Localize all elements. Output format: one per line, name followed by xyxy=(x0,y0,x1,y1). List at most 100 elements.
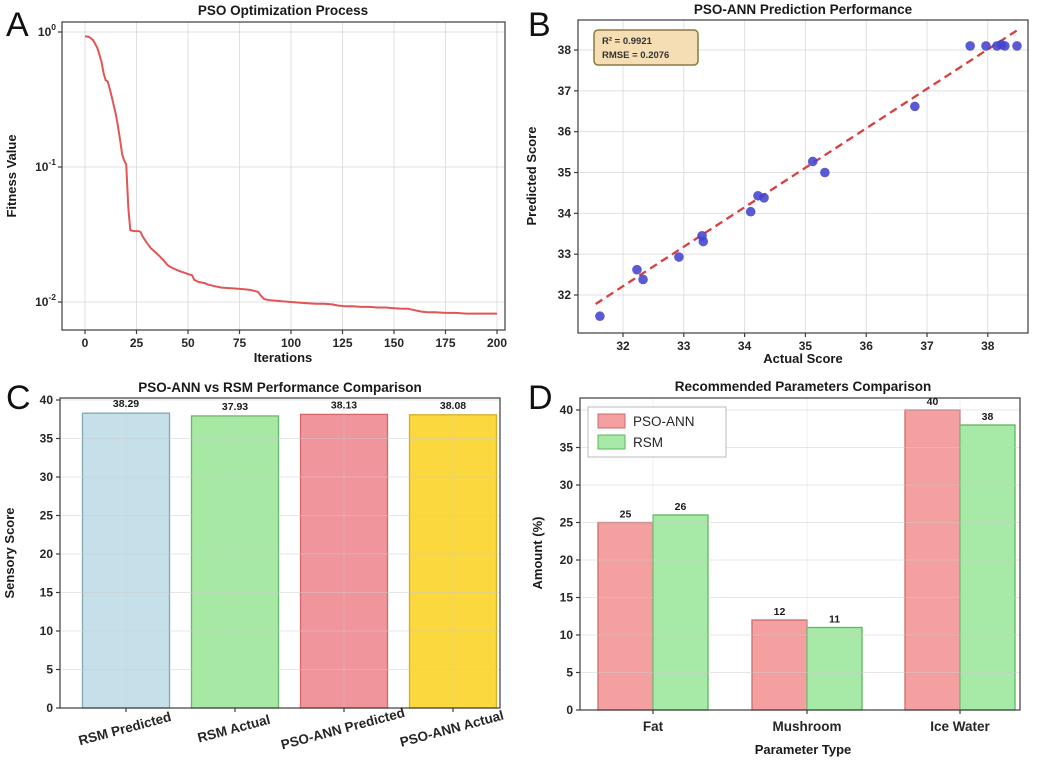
y-tick-label: 0 xyxy=(566,703,573,717)
bar-value-label: 38.08 xyxy=(440,400,466,412)
scatter-point xyxy=(807,156,818,167)
x-tick-label: 200 xyxy=(487,336,507,350)
legend-patch-rsm xyxy=(597,434,626,450)
annotation-background xyxy=(593,29,699,66)
x-axis-label-a: Iterations xyxy=(254,350,313,365)
scatter-point xyxy=(595,311,605,322)
y-axis-label-a: Fitness Value xyxy=(4,134,19,217)
plot-border xyxy=(59,397,501,709)
scatter-point xyxy=(820,167,830,178)
y-tick-label: 25 xyxy=(560,516,574,530)
panel-letter-c: C xyxy=(6,379,31,417)
fitness-curve xyxy=(84,35,497,315)
y-tick-label: 15 xyxy=(560,591,574,605)
chart-title-b: PSO-ANN Prediction Performance xyxy=(694,2,913,17)
chart-title-d: Recommended Parameters Comparison xyxy=(675,379,932,394)
y-axis-label-b: Predicted Score xyxy=(524,127,539,226)
x-category-label: Ice Water xyxy=(930,719,990,734)
panel-parameters-comparison: 25 12 40 26 11 38 0 5 10 15 20 25 30 35 40 Fat Mushroom I… xyxy=(520,375,1041,767)
y-tick-label: 30 xyxy=(560,478,574,492)
y-tick-label: 40 xyxy=(40,393,54,407)
y-tick-label: 35 xyxy=(40,432,54,446)
rmse-value: RMSE = 0.2076 xyxy=(602,50,669,61)
x-tick-label: 38 xyxy=(981,339,995,353)
scatter-point xyxy=(1000,41,1010,51)
y-axis-label-d: Amount (%) xyxy=(530,517,545,590)
y-tick-label: 32 xyxy=(558,288,572,302)
x-axis-label-d: Parameter Type xyxy=(755,742,852,757)
y-tick-label: 5 xyxy=(566,666,573,680)
y-tick-label: 30 xyxy=(40,470,54,484)
x-tick-label: 36 xyxy=(860,339,874,353)
chart-title-a: PSO Optimization Process xyxy=(198,3,368,18)
x-tick-label: 125 xyxy=(332,336,352,350)
plot-border xyxy=(579,397,1021,711)
y-tick-label: 35 xyxy=(558,166,572,180)
y-tick-label: 10 xyxy=(560,628,574,642)
bar-value-label: 38.13 xyxy=(331,399,357,411)
plot-area-c: 38.29 37.93 38.13 38.08 0 5 10 15 20 25 30 35 40 RSM … xyxy=(40,393,506,752)
y-tick-label: 33 xyxy=(558,247,572,261)
r-squared-value: R² = 0.9921 xyxy=(602,36,653,47)
x-category-label: Mushroom xyxy=(773,719,842,734)
scatter-point xyxy=(698,236,709,247)
bar-value-label: 40 xyxy=(927,396,939,408)
x-tick-label: 33 xyxy=(677,339,691,353)
plot-border xyxy=(61,21,506,331)
x-category-label: RSM Actual xyxy=(196,712,272,746)
bar xyxy=(299,413,389,709)
pso-optimization-chart: 0 25 50 75 100 125 150 175 200 100 10-1 10-2 A PSO … xyxy=(4,3,507,365)
panel-performance-comparison: 38.29 37.93 38.13 38.08 0 5 10 15 20 25 30 35 40 RSM … xyxy=(0,375,520,767)
plot-area-b: 32 33 34 35 36 37 38 32 33 34 35 36 37 38 xyxy=(558,19,1029,353)
legend-label-pso-ann: PSO-ANN xyxy=(633,414,695,429)
bar-rsm xyxy=(959,424,1016,711)
y-tick-label: 36 xyxy=(558,125,572,139)
y-tick-label: 37 xyxy=(558,84,572,98)
y-tick-label: 5 xyxy=(46,663,53,677)
scatter-point xyxy=(1012,41,1022,51)
x-tick-label: 34 xyxy=(738,339,752,353)
x-tick-label: 32 xyxy=(616,339,630,353)
y-tick-label: 20 xyxy=(560,553,574,567)
scatter-point xyxy=(632,264,642,275)
bar-pso-ann xyxy=(751,619,808,711)
legend-label-rsm: RSM xyxy=(633,435,663,450)
bar-value-label: 12 xyxy=(774,606,786,618)
y-tick-label: 40 xyxy=(560,403,574,417)
y-tick-label: 10 xyxy=(40,624,54,638)
x-tick-label: 150 xyxy=(384,336,404,350)
panel-letter-d: D xyxy=(528,379,553,417)
y-tick-label: 25 xyxy=(40,509,54,523)
panel-pso-optimization: 0 25 50 75 100 125 150 175 200 100 10-1 10-2 A PSO … xyxy=(0,0,520,375)
bar-pso-ann xyxy=(597,521,654,711)
legend-patch-pso-ann xyxy=(597,413,626,429)
scatter-point xyxy=(759,193,769,203)
x-tick-label: 25 xyxy=(130,336,144,350)
fit-line xyxy=(595,28,1019,305)
x-category-label: RSM Predicted xyxy=(77,709,173,748)
x-tick-label: 175 xyxy=(435,336,455,350)
y-tick-label: 20 xyxy=(40,547,54,561)
x-tick-label: 35 xyxy=(799,339,813,353)
legend: PSO-ANN RSM xyxy=(587,406,727,458)
bar-rsm xyxy=(806,626,863,711)
y-tick-label: 10-1 xyxy=(35,157,56,174)
stats-annotation: R² = 0.9921 RMSE = 0.2076 xyxy=(593,29,699,66)
x-tick-label: 75 xyxy=(233,336,247,350)
x-tick-label: 50 xyxy=(181,336,195,350)
y-tick-label: 35 xyxy=(560,441,574,455)
scatter-point xyxy=(638,274,648,285)
scatter-point xyxy=(674,252,684,262)
bar-value-label: 38.29 xyxy=(113,398,139,410)
x-tick-label: 0 xyxy=(82,336,89,350)
plot-area-d: 25 12 40 26 11 38 0 5 10 15 20 25 30 35 40 Fat Mushroom I… xyxy=(560,396,1021,734)
panel-letter-b: B xyxy=(528,6,551,44)
bar xyxy=(408,414,498,709)
bar-value-label: 37.93 xyxy=(222,401,248,413)
bar-value-label: 38 xyxy=(982,411,994,423)
bar xyxy=(190,415,280,709)
plot-area-a: 0 25 50 75 100 125 150 175 200 100 10-1 10-2 xyxy=(35,21,507,350)
scatter-point xyxy=(910,101,920,112)
bar-rsm xyxy=(652,514,709,711)
chart-title-c: PSO-ANN vs RSM Performance Comparison xyxy=(138,380,422,395)
